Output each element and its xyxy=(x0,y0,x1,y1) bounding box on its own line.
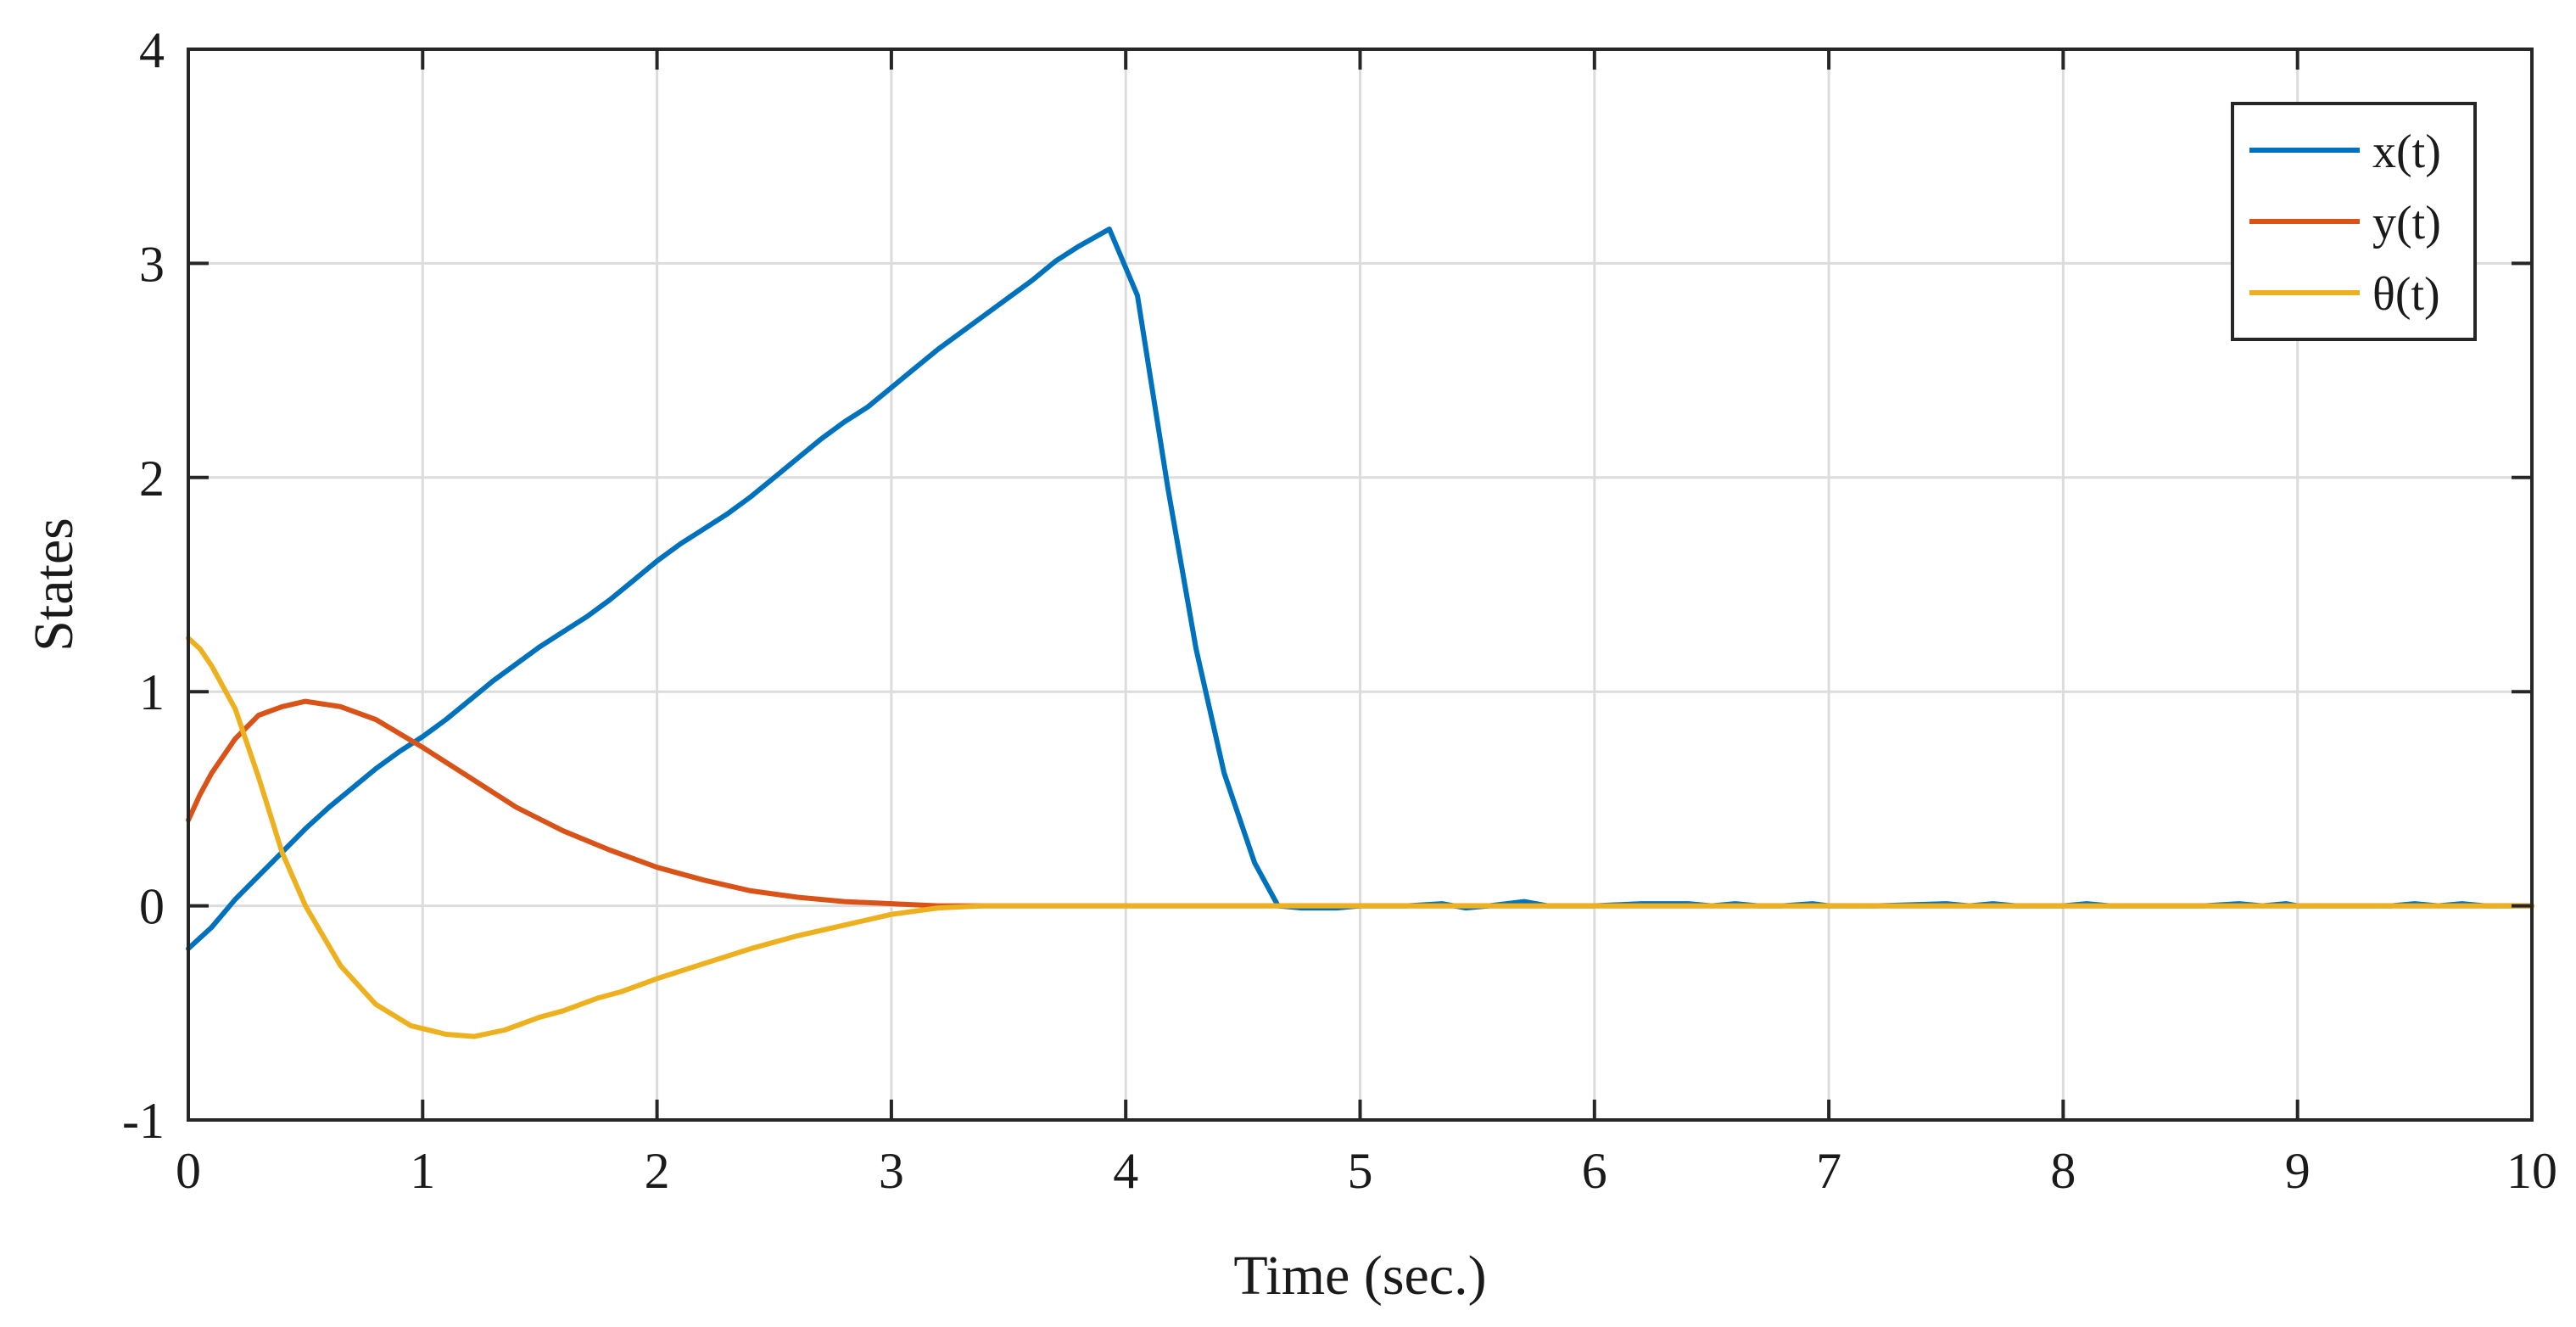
x-tick-label: 1 xyxy=(410,1143,435,1199)
y-tick-label: 0 xyxy=(139,879,165,935)
legend-label-1: y(t) xyxy=(2372,197,2441,249)
legend-label-0: x(t) xyxy=(2372,126,2441,178)
x-tick-label: 10 xyxy=(2506,1143,2557,1199)
series-lines xyxy=(186,227,2534,1039)
y-tick-label: 2 xyxy=(139,451,165,507)
x-tick-label: 7 xyxy=(1816,1143,1841,1199)
y-tick-label: -1 xyxy=(122,1093,165,1149)
x-tick-label: 0 xyxy=(176,1143,201,1199)
x-tick-label: 4 xyxy=(1113,1143,1138,1199)
axis-ticks xyxy=(187,48,2534,1122)
x-tick-label: 2 xyxy=(645,1143,670,1199)
y-tick-label: 1 xyxy=(139,664,165,720)
y-tick-label: 4 xyxy=(139,22,165,78)
x-tick-label: 5 xyxy=(1348,1143,1373,1199)
x-tick-label: 6 xyxy=(1582,1143,1607,1199)
legend: x(t) y(t) θ(t) xyxy=(2231,102,2477,341)
x-tick-label: 3 xyxy=(879,1143,904,1199)
y-tick-labels: -1 0 1 2 3 4 xyxy=(122,22,165,1149)
legend-label-2: θ(t) xyxy=(2372,268,2440,321)
y-tick-label: 3 xyxy=(139,236,165,292)
x-tick-labels: 0 1 2 3 4 5 6 7 8 9 10 xyxy=(176,1143,2557,1199)
series-line-2 xyxy=(186,636,2534,1039)
x-tick-label: 9 xyxy=(2285,1143,2311,1199)
x-axis-title: Time (sec.) xyxy=(1233,1245,1486,1307)
legend-items: x(t) y(t) θ(t) xyxy=(2249,126,2441,321)
x-tick-label: 8 xyxy=(2050,1143,2076,1199)
y-axis-title: States xyxy=(23,518,85,652)
